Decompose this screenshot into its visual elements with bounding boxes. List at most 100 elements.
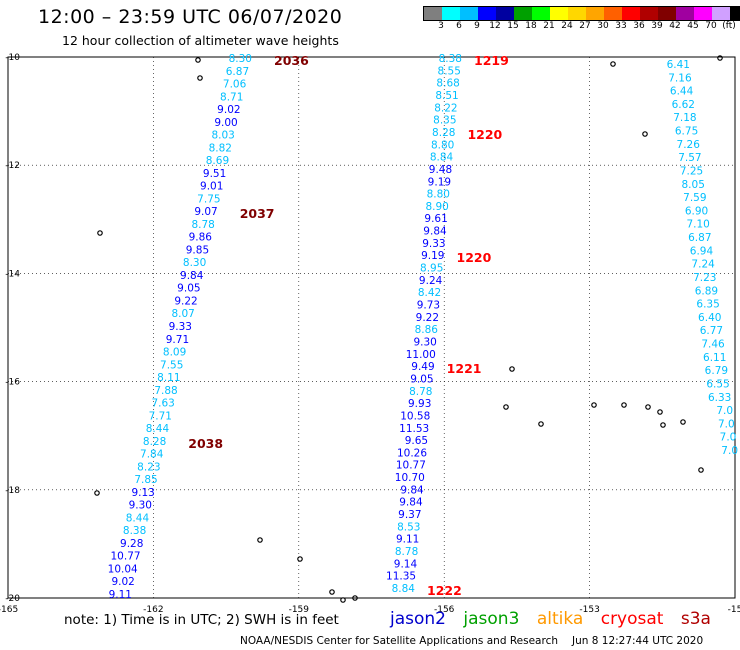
swh-value-label: 8.84 — [392, 583, 416, 595]
swh-value-label: 7.85 — [134, 474, 157, 486]
lon-tick-label: -162 — [143, 605, 163, 615]
swh-value-label: 8.09 — [163, 347, 186, 359]
lon-tick-label: -159 — [289, 605, 310, 615]
swh-value-label: 9.84 — [423, 226, 447, 238]
swh-value-label: 7.25 — [680, 165, 703, 177]
footer-credit: NOAA/NESDIS Center for Satellite Applica… — [240, 635, 703, 647]
page-title: 12:00 – 23:59 UTC 06/07/2020 — [38, 6, 343, 28]
swh-value-label: 9.84 — [400, 484, 424, 496]
swh-value-label: 7.0 — [718, 418, 735, 430]
swh-value-label: 9.05 — [410, 373, 433, 385]
swh-value-label: 8.68 — [436, 78, 459, 90]
swh-value-label: 7.71 — [149, 410, 172, 422]
lon-tick-label: -156 — [434, 605, 455, 615]
swh-value-label: 8.78 — [191, 219, 214, 231]
swh-value-label: 8.28 — [143, 436, 166, 448]
track-time-label: 1220 — [457, 250, 492, 265]
swh-value-label: 6.62 — [672, 99, 695, 111]
swh-value-label: 8.38 — [123, 525, 146, 537]
color-scale-tick: (ft) — [722, 21, 736, 31]
swh-value-label: 9.22 — [174, 295, 197, 307]
swh-value-label: 7.0 — [720, 432, 737, 444]
color-swatch — [676, 7, 694, 20]
swh-value-label: 9.22 — [416, 312, 439, 324]
swh-value-label: 7.0 — [716, 405, 733, 417]
color-swatch — [442, 7, 460, 20]
swh-value-label: 8.90 — [425, 201, 448, 213]
swh-value-label: 8.84 — [430, 152, 454, 164]
island-outline — [509, 366, 515, 372]
color-scale-tick: 15 — [507, 21, 519, 31]
units-note: note: 1) Time is in UTC; 2) SWH is in fe… — [64, 612, 339, 628]
swh-value-label: 6.77 — [700, 325, 723, 337]
island-outline — [97, 230, 103, 236]
swh-value-label: 9.51 — [203, 168, 226, 180]
swh-value-label: 9.00 — [214, 117, 237, 129]
island-outline — [352, 595, 358, 601]
lat-tick-label: -14 — [5, 269, 20, 279]
swh-value-label: 9.84 — [399, 497, 423, 509]
swh-value-label: 8.78 — [395, 546, 418, 558]
color-scale-labels: 3 6 9 12 15 18 21 24 27 30 33 36 39 42 45 70 (ft) — [423, 21, 736, 33]
island-outline — [610, 61, 616, 67]
swh-value-label: 6.41 — [667, 59, 690, 71]
island-outline — [503, 404, 509, 410]
island-outline — [195, 57, 201, 63]
color-scale-tick: 33 — [615, 21, 627, 31]
swh-value-label: 8.51 — [435, 90, 458, 102]
swh-value-label: 9.93 — [408, 398, 431, 410]
island-outline — [591, 402, 597, 408]
island-outline — [340, 597, 346, 603]
color-scale-tick: 42 — [669, 21, 681, 31]
color-swatch — [496, 7, 514, 20]
track-time-label: 1219 — [474, 53, 509, 68]
page-subtitle: 12 hour collection of altimeter wave hei… — [62, 33, 339, 48]
swh-value-label: 9.28 — [120, 538, 143, 550]
lon-tick-label: -153 — [579, 605, 599, 615]
color-swatch — [568, 7, 586, 20]
lon-tick-label: -15 — [728, 605, 740, 615]
swh-value-label: 9.85 — [186, 244, 209, 256]
swh-value-label: 7.59 — [683, 192, 706, 204]
swh-value-label: 7.06 — [223, 79, 247, 91]
swh-value-label: 9.33 — [169, 321, 192, 333]
island-outline — [94, 490, 100, 496]
swh-value-label: 9.30 — [129, 500, 152, 512]
island-outline — [680, 419, 686, 425]
track-time-label: 1222 — [427, 583, 462, 598]
swh-value-label: 6.44 — [670, 86, 694, 98]
color-scale-tick: 18 — [525, 21, 537, 31]
swh-value-label: 8.23 — [137, 461, 160, 473]
swh-value-label: 6.11 — [703, 352, 726, 364]
swh-value-label: 8.05 — [682, 179, 705, 191]
track-time-label: 1220 — [467, 127, 502, 142]
legend-item-altika: altika — [536, 609, 584, 629]
color-swatch — [622, 7, 640, 20]
swh-value-label: 9.14 — [394, 558, 418, 570]
swh-value-label: 7.88 — [154, 385, 177, 397]
swh-value-label: 10.70 — [395, 472, 425, 484]
track-time-label: 2037 — [240, 206, 275, 221]
island-outline — [645, 404, 651, 410]
swh-value-label: 7.55 — [160, 359, 183, 371]
swh-value-label: 7.63 — [151, 398, 174, 410]
swh-value-label: 9.30 — [413, 336, 436, 348]
color-scale-tick: 45 — [687, 21, 699, 31]
swh-value-label: 8.28 — [432, 127, 455, 139]
island-outline — [621, 402, 627, 408]
swh-value-label: 9.02 — [111, 576, 134, 588]
island-outline — [642, 131, 648, 137]
island-outline — [717, 55, 723, 61]
swh-value-label: 6.87 — [688, 232, 711, 244]
swh-value-label: 9.07 — [194, 206, 217, 218]
island-outline — [329, 589, 335, 595]
color-swatch — [550, 7, 568, 20]
swh-value-label: 7.0 — [721, 445, 738, 457]
swh-value-label: 8.80 — [431, 139, 454, 151]
swh-value-label: 6.75 — [675, 126, 698, 138]
swh-value-label: 9.33 — [422, 238, 445, 250]
swh-value-label: 8.86 — [415, 324, 439, 336]
lat-tick-label: -20 — [5, 594, 20, 604]
island-outline — [660, 422, 666, 428]
